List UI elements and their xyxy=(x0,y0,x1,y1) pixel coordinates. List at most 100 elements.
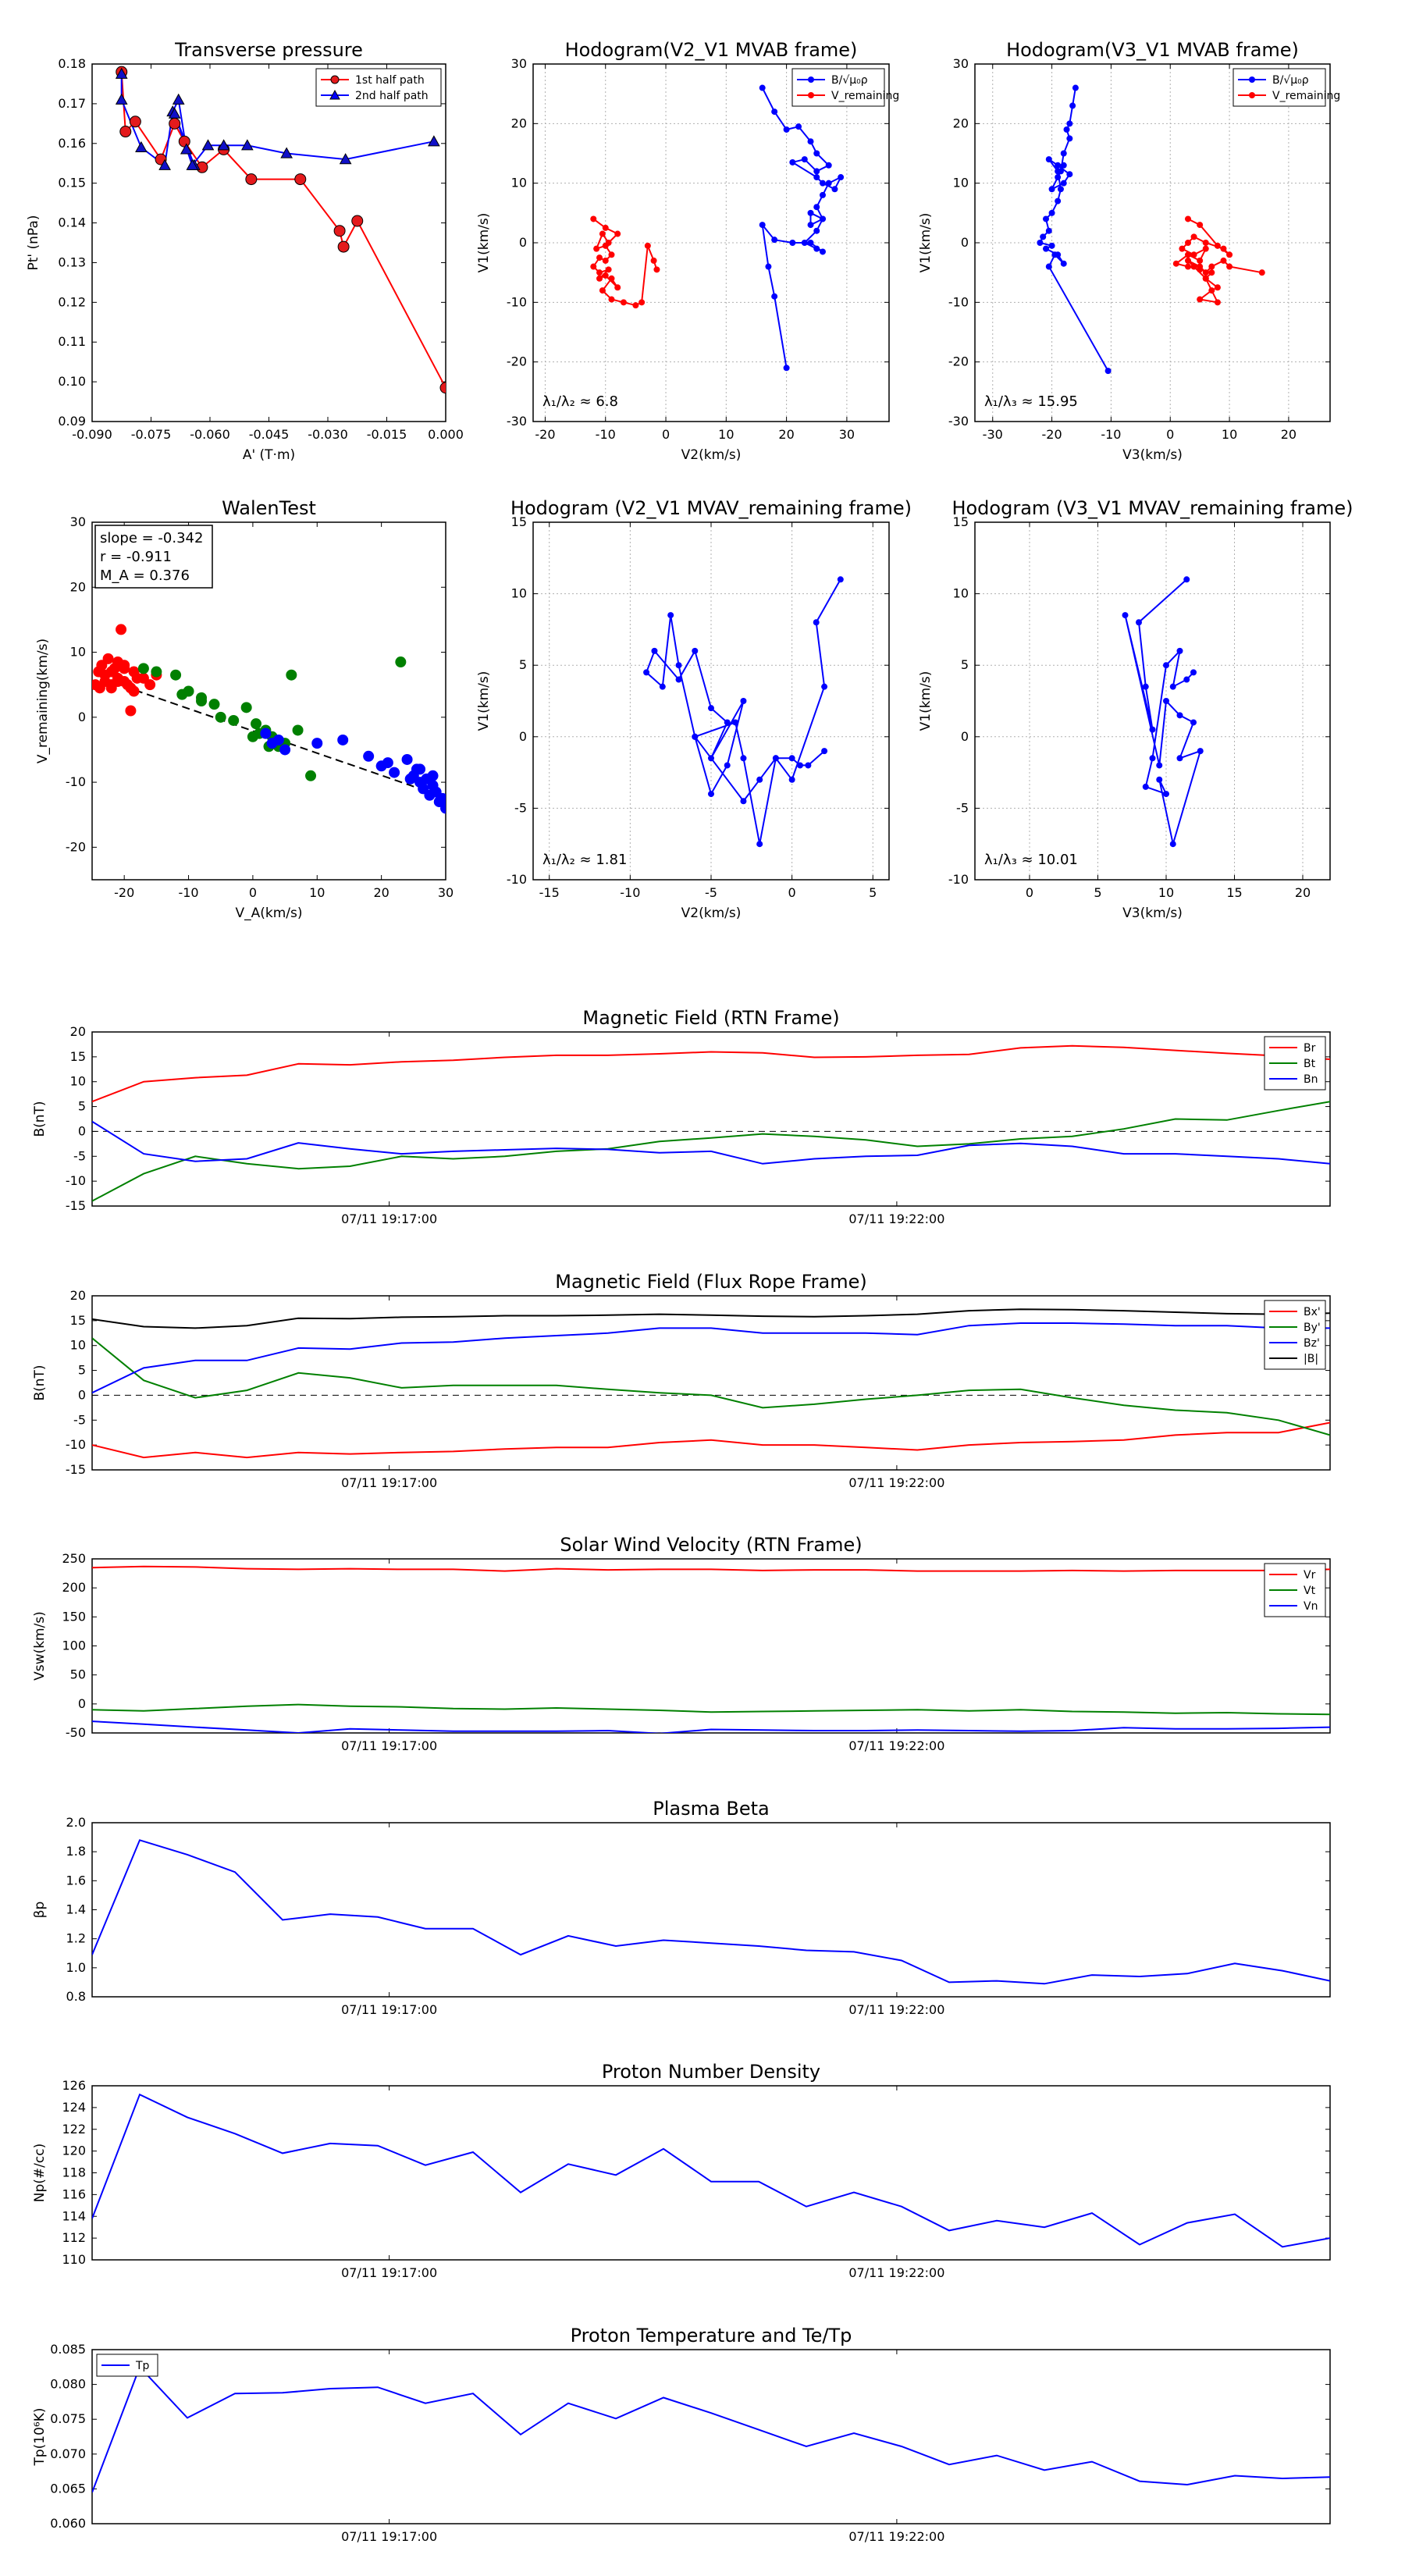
legend-label: 2nd half path xyxy=(355,90,429,102)
data-point-third xyxy=(436,792,446,804)
data-point xyxy=(1176,712,1183,719)
data-point xyxy=(837,576,844,583)
chart-title: Magnetic Field (RTN Frame) xyxy=(582,1007,839,1029)
y-tick-label: -30 xyxy=(948,414,969,429)
x-axis-label: V3(km/s) xyxy=(1122,447,1183,463)
data-point-2nd-half xyxy=(115,67,128,79)
legend: Br Bt Bn xyxy=(1264,1036,1326,1091)
hodogram-v2-mvav-gridlines xyxy=(533,521,889,881)
y-tick-label: -5 xyxy=(73,1412,86,1427)
y-tick-label: -10 xyxy=(948,294,969,309)
y-tick-label: -5 xyxy=(956,800,969,815)
y-tick-label: 0.18 xyxy=(58,56,86,71)
x-tick-label: -0.060 xyxy=(190,427,230,442)
series-line-0 xyxy=(1124,578,1202,845)
x-axis-label: V2(km/s) xyxy=(681,447,742,463)
data-point xyxy=(783,365,790,372)
data-point xyxy=(813,174,820,181)
data-point-first xyxy=(125,705,137,717)
data-point xyxy=(1142,683,1149,690)
time-tick-label: 07/11 19:22:00 xyxy=(848,2529,944,2544)
legend-label: Bt xyxy=(1304,1058,1316,1070)
data-point xyxy=(1172,260,1179,267)
legend: B/√μ₀ρ V_remaining xyxy=(1232,68,1340,107)
x-axis-label: V2(km/s) xyxy=(681,906,742,921)
x-tick-label: -20 xyxy=(535,427,555,442)
legend-label: By' xyxy=(1304,1322,1321,1334)
y-tick-label: -15 xyxy=(66,1462,86,1477)
data-point xyxy=(1176,755,1183,762)
transverse-pressure-frame xyxy=(91,63,446,422)
series-line-Tp xyxy=(92,2365,1330,2493)
data-point xyxy=(1197,296,1204,303)
y-tick-label: 116 xyxy=(62,2186,86,2201)
tp-timeseries-panel: 0.060 0.065 0.070 0.075 0.080 0.085 07/11 19:1… xyxy=(32,2325,1331,2544)
stats-frame xyxy=(94,525,213,589)
data-point-2nd-half xyxy=(217,139,230,151)
legend-frame xyxy=(791,68,885,107)
mag_fr-timeseries-frame xyxy=(91,1295,1331,1471)
y-tick-label: 1.8 xyxy=(66,1844,86,1859)
time-tick-label: 07/11 19:22:00 xyxy=(848,1475,944,1490)
data-point xyxy=(708,705,714,712)
x-tick-label: 20 xyxy=(373,885,389,900)
data-point xyxy=(1197,222,1204,229)
y-tick-label: -5 xyxy=(73,1148,86,1163)
y-tick-label: 0 xyxy=(78,710,86,724)
x-tick-label: -0.075 xyxy=(131,427,172,442)
data-point-1st-half xyxy=(337,240,350,253)
data-point xyxy=(1043,245,1049,252)
data-point xyxy=(602,272,609,279)
data-point xyxy=(608,296,615,303)
data-point xyxy=(1214,284,1221,291)
y-tick-label: 30 xyxy=(511,56,527,71)
y-tick-label: 10 xyxy=(70,1338,86,1353)
data-point xyxy=(614,230,621,237)
x-tick-label: 10 xyxy=(1158,885,1174,900)
data-point xyxy=(1048,186,1055,193)
data-point xyxy=(740,798,747,805)
data-point-third xyxy=(389,767,400,778)
time-tick-label: 07/11 19:22:00 xyxy=(848,1212,944,1226)
chart-title: Plasma Beta xyxy=(653,1798,769,1820)
data-point-third xyxy=(272,734,284,745)
data-point xyxy=(756,776,763,783)
walen-test-panel: -20 -10 0 10 20 30 -20 -10 0 10 20 30 WalenTest V_A(k… xyxy=(35,497,454,921)
hodogram-v3-mvab-gridlines xyxy=(975,63,1330,422)
data-point-third xyxy=(440,802,446,814)
series-line-1st-half xyxy=(120,72,446,389)
data-point xyxy=(1226,251,1233,258)
data-point xyxy=(596,275,603,282)
data-point xyxy=(667,612,674,619)
y-tick-label: 124 xyxy=(62,2100,86,2115)
eigenvalue-ratio-annotation: λ₁/λ₂ ≈ 6.8 xyxy=(542,393,618,410)
data-point xyxy=(771,237,778,244)
y-axis-label: V_remaining(km/s) xyxy=(35,639,51,763)
data-point-third xyxy=(382,757,393,769)
y-tick-label: 0.065 xyxy=(50,2481,86,2496)
data-point-second xyxy=(228,714,240,726)
y-tick-label: 50 xyxy=(70,1667,86,1682)
data-point-second xyxy=(251,718,262,730)
data-point xyxy=(653,266,660,273)
y-tick-label: -15 xyxy=(66,1198,86,1213)
data-point-third xyxy=(401,753,413,765)
y-tick-label: -50 xyxy=(66,1725,86,1740)
y-axis-label: Np(#/cc) xyxy=(32,2144,48,2202)
y-tick-label: -20 xyxy=(66,839,86,854)
y-tick-label: 200 xyxy=(62,1580,86,1595)
legend-label: B/√μ₀ρ xyxy=(831,74,868,87)
y-tick-label: -10 xyxy=(66,774,86,789)
data-point-2nd-half xyxy=(135,141,148,152)
legend-marker xyxy=(808,92,814,98)
data-point xyxy=(590,215,597,222)
data-point xyxy=(1185,215,1191,222)
data-point xyxy=(1045,263,1052,270)
data-point xyxy=(1066,135,1073,142)
data-point-second xyxy=(208,699,220,710)
y-tick-label: 0.085 xyxy=(50,2342,86,2357)
data-point xyxy=(614,284,621,291)
data-point xyxy=(838,174,845,181)
x-tick-label: -10 xyxy=(1101,427,1121,442)
